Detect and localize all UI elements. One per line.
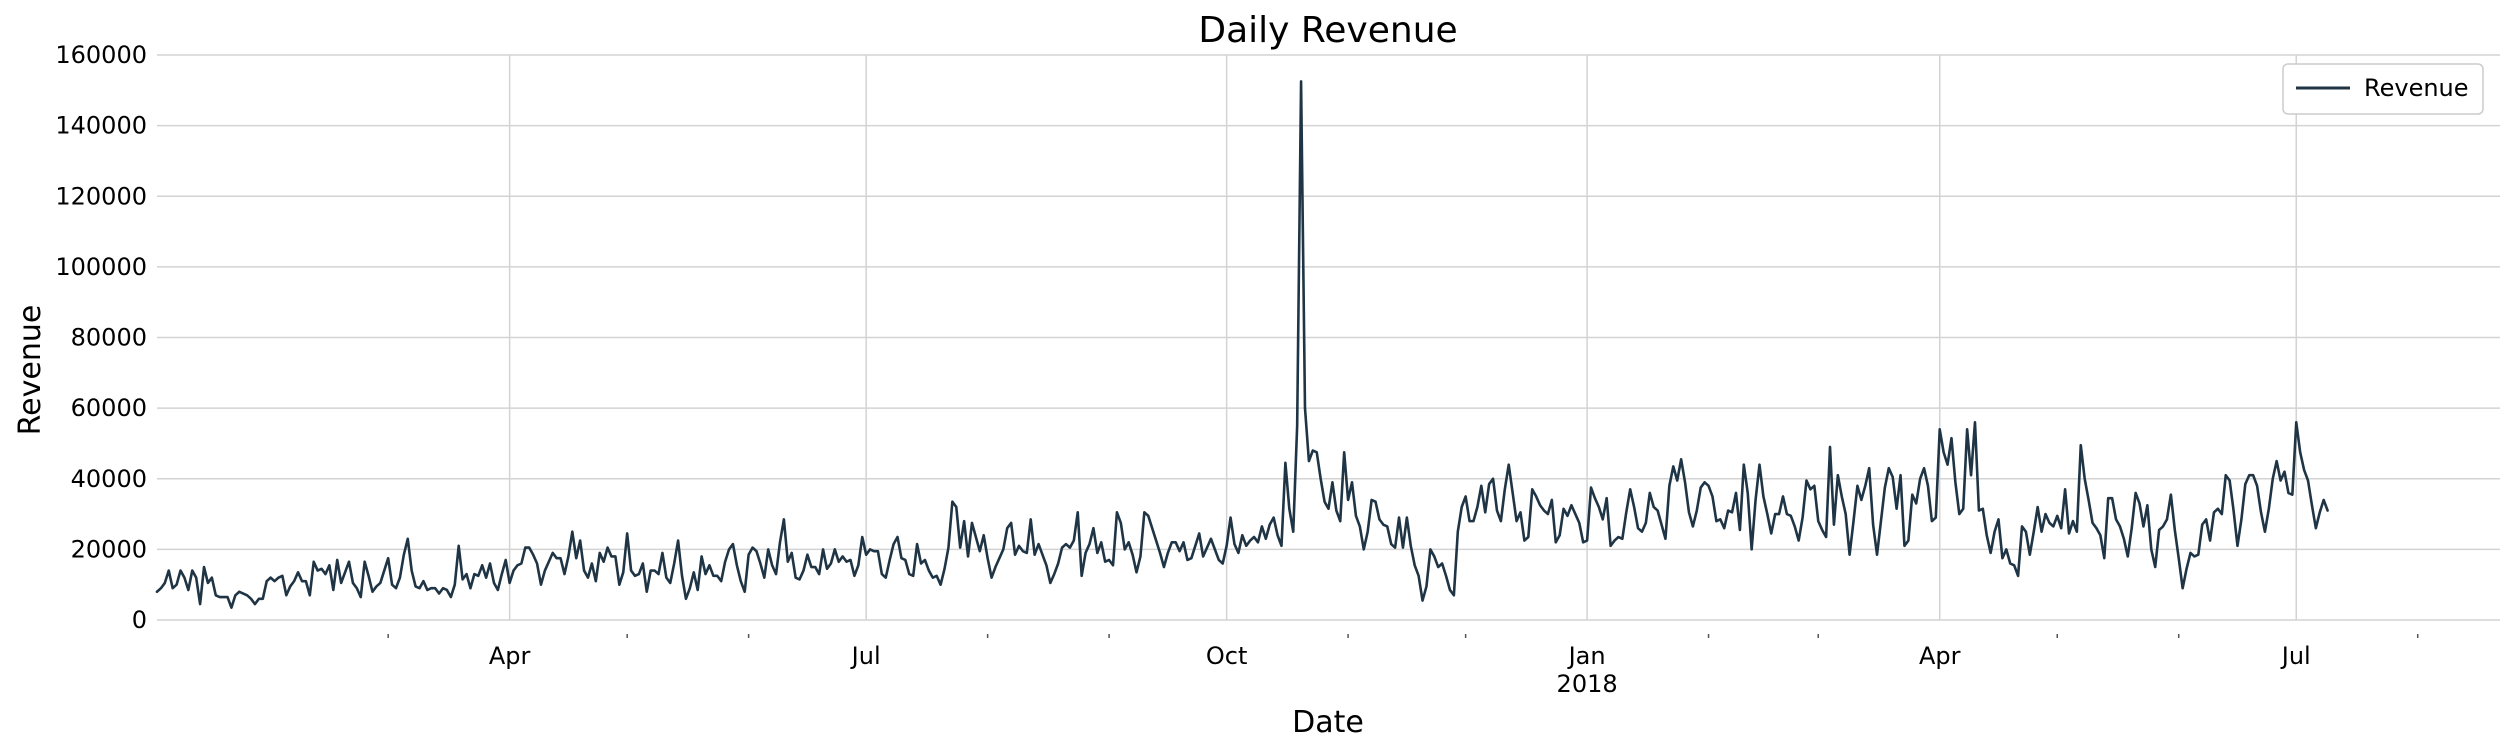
y-tick-label: 0	[132, 606, 147, 634]
y-tick-label: 140000	[55, 112, 147, 140]
x-tick-label: Apr	[489, 642, 531, 670]
gridlines	[157, 54, 2500, 621]
x-axis-title: Date	[1292, 705, 1364, 740]
y-tick-label: 20000	[71, 535, 147, 563]
series-line-revenue	[155, 80, 2329, 609]
x-tick-label: Oct	[1206, 642, 1248, 670]
y-tick-label: 60000	[71, 394, 147, 422]
y-tick-label: 120000	[55, 182, 147, 210]
chart-title: Daily Revenue	[1198, 10, 1457, 51]
y-tick-label: 100000	[55, 253, 147, 281]
x-tick-label: Jan	[1567, 642, 1606, 670]
axes: 0 20000 40000 60000 80000 100000 120000 140000 1…	[55, 41, 2419, 698]
y-axis-title: Revenue	[13, 305, 48, 436]
x-tick-label: Jul	[850, 642, 881, 670]
legend-label-revenue: Revenue	[2364, 74, 2469, 102]
legend-frame	[2282, 63, 2484, 115]
y-tick-label: 160000	[55, 41, 147, 69]
x-tick-year-label: 2018	[1557, 670, 1618, 698]
series-layer	[155, 80, 2329, 609]
x-tick-label: Jul	[2280, 642, 2311, 670]
y-tick-label: 40000	[71, 465, 147, 493]
x-tick-label: Apr	[1919, 642, 1961, 670]
y-tick-label: 80000	[71, 324, 147, 352]
legend: Revenue	[2282, 63, 2484, 115]
